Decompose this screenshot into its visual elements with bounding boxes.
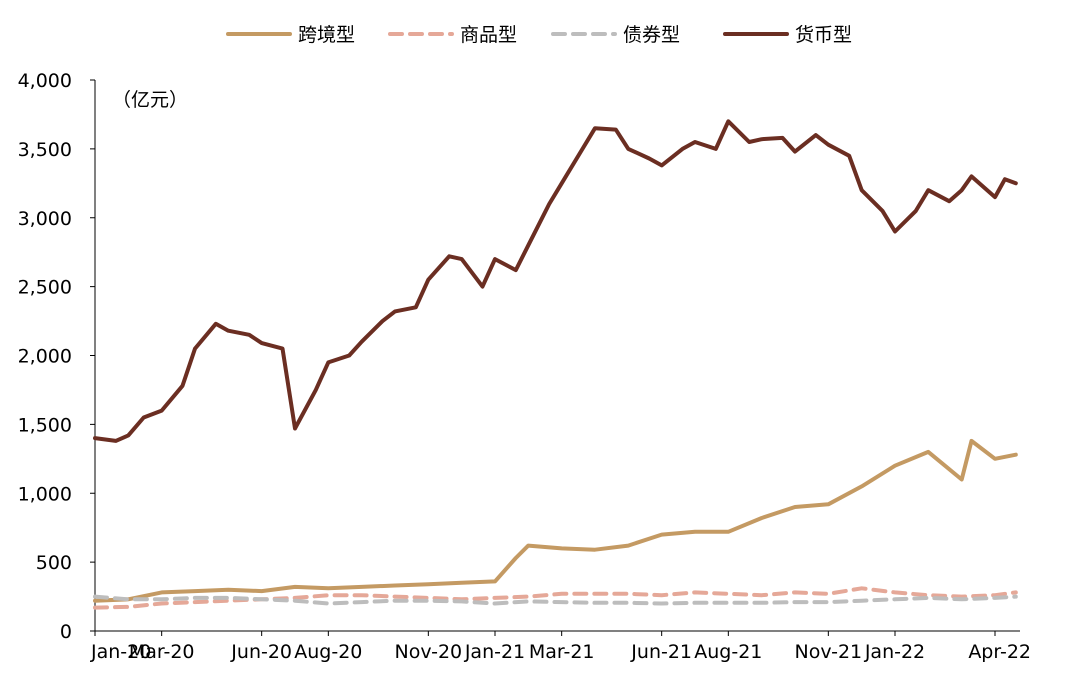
legend-label-0: 跨境型 xyxy=(298,24,355,46)
x-tick-label: Jan-21 xyxy=(464,641,525,663)
series-line-2 xyxy=(93,594,1018,606)
y-tick-label: 4,000 xyxy=(18,70,72,92)
y-tick-label: 3,500 xyxy=(18,139,72,161)
legend: 跨境型 商品型 债券型 货币型 xyxy=(226,24,852,46)
series-line-3 xyxy=(93,119,1018,443)
x-tick-label: Jun-21 xyxy=(630,641,692,663)
series-group xyxy=(93,119,1018,610)
y-tick-label: 0 xyxy=(60,621,72,643)
y-tick-label: 1,500 xyxy=(18,414,72,436)
x-tick-label: Jan-20 xyxy=(90,641,151,663)
legend-label-1: 商品型 xyxy=(460,24,517,46)
legend-label-3: 货币型 xyxy=(795,24,852,46)
legend-label-2: 债券型 xyxy=(623,24,680,46)
y-tick-label: 2,000 xyxy=(18,346,72,368)
x-tick-label: Mar-20 xyxy=(129,641,195,663)
y-tick-label: 2,500 xyxy=(18,277,72,299)
x-tick-label: Jun-20 xyxy=(230,641,292,663)
x-tick-label: Nov-21 xyxy=(795,641,863,663)
series-line-1 xyxy=(93,586,1018,610)
x-tick-label: Aug-21 xyxy=(694,641,762,663)
y-tick-label: 1,000 xyxy=(18,483,72,505)
y-axis: 0 500 1,000 1,500 2,000 2,500 3,000 3,500 4,000 xyxy=(18,70,96,643)
x-tick-label: Mar-21 xyxy=(529,641,595,663)
y-tick-label: 500 xyxy=(36,552,72,574)
x-tick-label: Apr-22 xyxy=(968,641,1031,663)
x-tick-label: Aug-20 xyxy=(294,641,362,663)
unit-label: （亿元） xyxy=(112,89,188,111)
x-tick-label: Nov-20 xyxy=(395,641,463,663)
series-line-0 xyxy=(93,438,1018,603)
y-tick-label: 3,000 xyxy=(18,208,72,230)
x-tick-label: Jan-22 xyxy=(864,641,925,663)
